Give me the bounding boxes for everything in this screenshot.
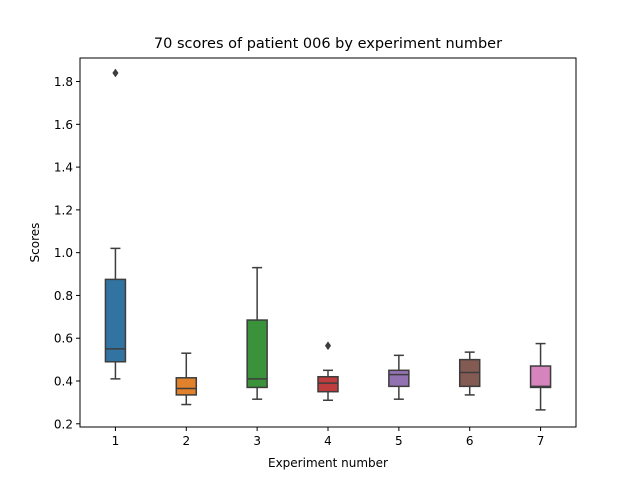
box-iqr [175, 377, 198, 396]
box-iqr [529, 365, 552, 389]
chart-title: 70 scores of patient 006 by experiment n… [154, 36, 502, 52]
box-group-2 [175, 352, 198, 406]
y-tick-label: 1.4 [54, 161, 73, 175]
y-tick-label: 0.6 [54, 332, 73, 346]
x-tick-label: 7 [537, 434, 545, 448]
y-tick-label: 1.6 [54, 118, 73, 132]
x-tick-label: 6 [466, 434, 474, 448]
y-axis-title: Scores [28, 223, 42, 263]
box-group-1 [104, 68, 127, 380]
x-tick-label: 1 [112, 434, 120, 448]
x-tick-label: 3 [253, 434, 261, 448]
box-iqr [104, 278, 127, 363]
outlier-point [112, 68, 119, 78]
y-axis: 0.2 0.4 0.6 0.8 1.0 1.2 1.4 1.6 1.8 [54, 75, 80, 431]
box-iqr [317, 375, 339, 393]
box-group-4 [317, 341, 339, 402]
box-iqr [246, 319, 268, 389]
y-tick-label: 0.2 [54, 417, 73, 431]
x-tick-label: 4 [324, 434, 332, 448]
x-tick-label: 2 [182, 434, 190, 448]
box-group-3 [246, 266, 268, 400]
x-axis: 1 2 3 4 5 6 7 [112, 427, 545, 448]
box-group-7 [529, 342, 552, 411]
outlier-point [324, 341, 332, 351]
y-tick-label: 1.0 [54, 246, 73, 260]
box-group-6 [458, 351, 481, 396]
box-iqr [388, 369, 410, 388]
x-tick-label: 5 [395, 434, 403, 448]
y-tick-label: 0.8 [54, 289, 73, 303]
plot-area [104, 68, 552, 411]
y-tick-label: 1.8 [54, 75, 73, 89]
y-tick-label: 0.4 [54, 375, 73, 389]
box-group-5 [388, 354, 410, 400]
y-tick-label: 1.2 [54, 203, 73, 217]
x-axis-title: Experiment number [268, 456, 388, 470]
